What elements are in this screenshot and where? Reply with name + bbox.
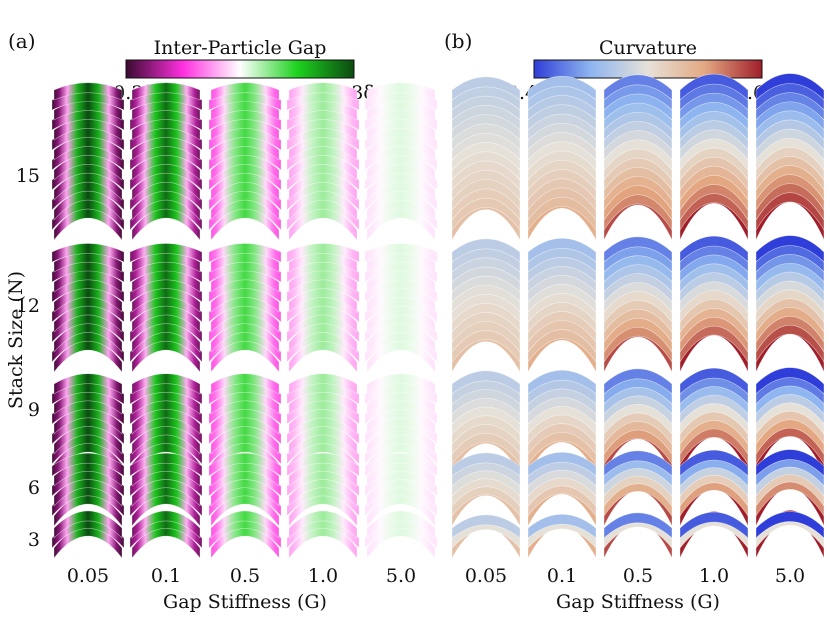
curvature-layer — [755, 235, 825, 263]
colorbar-b-title: Curvature — [599, 37, 697, 59]
curvature-layer — [527, 75, 597, 101]
curvature-layer — [755, 511, 825, 539]
colorbar-a — [125, 59, 355, 79]
panel-label-a: (a) — [8, 29, 36, 53]
curvature-layer — [603, 368, 673, 395]
x-tick-a-2: 0.1 — [151, 565, 181, 587]
colorbar-b — [533, 59, 763, 79]
gap-layer — [364, 452, 438, 477]
curvature-layer — [755, 449, 825, 477]
curvature-layer — [679, 73, 749, 101]
gap-layer — [288, 510, 358, 539]
gap-layer — [364, 243, 438, 263]
gap-layer — [210, 510, 280, 539]
gap-layer — [288, 82, 358, 101]
x-tick-a-3: 0.5 — [230, 565, 260, 587]
gap-layer — [53, 82, 123, 101]
gap-layer — [51, 452, 125, 477]
gap-layer — [131, 373, 201, 395]
curvature-layer — [527, 513, 597, 539]
curvature-layer — [679, 367, 749, 395]
curvature-layer — [603, 236, 673, 263]
gap-layer — [366, 373, 436, 395]
gap-layer — [366, 510, 436, 539]
y-tick-12: 12 — [16, 295, 40, 317]
x-tick-b-2: 0.1 — [547, 565, 577, 587]
curvature-layer — [527, 451, 597, 477]
curvature-layer — [527, 369, 597, 395]
curvature-layer — [451, 452, 521, 477]
gap-layer — [208, 243, 282, 263]
curvature-layer — [679, 449, 749, 477]
gap-layer — [208, 452, 282, 477]
gap-layer — [286, 452, 360, 477]
curvature-layer — [755, 367, 825, 395]
curvature-layer — [755, 73, 825, 101]
curvature-layer — [527, 237, 597, 263]
y-tick-3: 3 — [28, 529, 40, 551]
curvature-layer — [451, 76, 521, 101]
x-axis-label-b: Gap Stiffness (G) — [556, 591, 720, 613]
gap-layer — [288, 373, 358, 395]
curvature-layer — [603, 450, 673, 477]
x-tick-b-1: 0.05 — [465, 565, 507, 587]
y-tick-15: 15 — [16, 165, 40, 187]
curvature-layer — [603, 74, 673, 101]
x-tick-b-4: 1.0 — [699, 565, 729, 587]
stack-grid — [51, 73, 825, 560]
gap-layer — [51, 243, 125, 263]
x-tick-a-4: 1.0 — [308, 565, 338, 587]
gap-layer — [131, 82, 201, 101]
gap-layer — [129, 243, 203, 263]
curvature-layer — [451, 514, 521, 539]
gap-layer — [53, 373, 123, 395]
curvature-layer — [679, 235, 749, 263]
gap-layer — [53, 510, 123, 539]
x-tick-b-5: 5.0 — [775, 565, 805, 587]
gap-layer — [210, 82, 280, 101]
gap-layer — [366, 82, 436, 101]
colorbar-a-title: Inter-Particle Gap — [154, 37, 327, 59]
curvature-layer — [679, 511, 749, 539]
gap-layer — [210, 373, 280, 395]
y-tick-6: 6 — [28, 477, 40, 499]
curvature-layer — [603, 512, 673, 539]
curvature-layer — [451, 370, 521, 395]
gap-layer — [129, 452, 203, 477]
panel-label-b: (b) — [444, 29, 472, 53]
y-tick-9: 9 — [28, 399, 40, 421]
x-tick-a-5: 5.0 — [386, 565, 416, 587]
x-tick-a-1: 0.05 — [67, 565, 109, 587]
x-tick-b-3: 0.5 — [623, 565, 653, 587]
gap-layer — [131, 510, 201, 539]
curvature-layer — [451, 238, 521, 263]
gap-layer — [286, 243, 360, 263]
y-axis-label: Stack Size (N) — [5, 271, 27, 409]
x-axis-label-a: Gap Stiffness (G) — [163, 591, 327, 613]
